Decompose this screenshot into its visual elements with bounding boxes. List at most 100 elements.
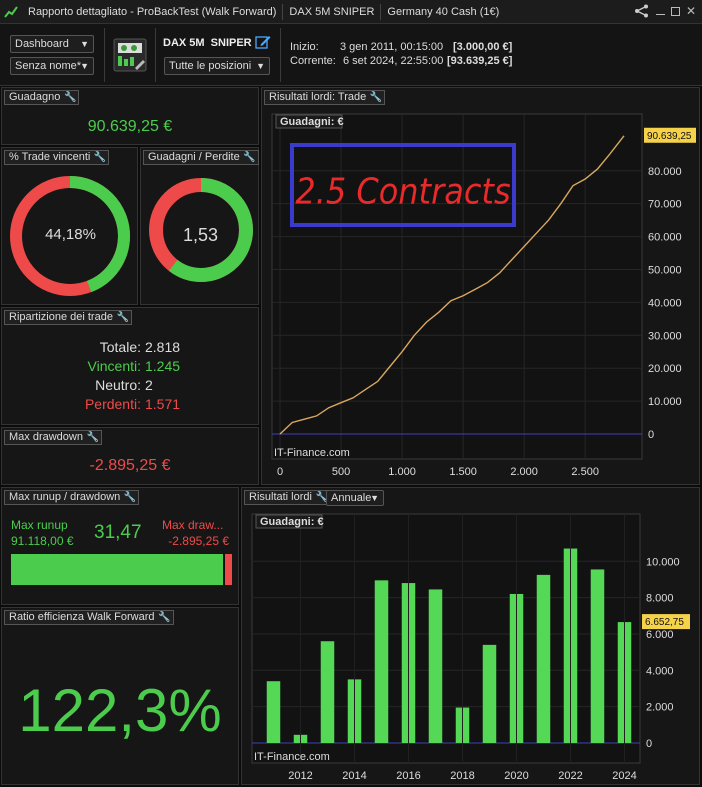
period-select[interactable]: Annuale ▼ — [326, 490, 384, 506]
instrument-label: DAX 5M SNIPER — [283, 3, 382, 20]
breakdown-neutral-label: Neutro: — [95, 377, 141, 393]
y-tick-label: 30.000 — [648, 330, 682, 342]
name-select[interactable]: Senza nome* ▼ — [10, 57, 94, 75]
start-date: 3 gen 2011, 00:15:00 — [340, 41, 444, 53]
x-tick-label: 2018 — [450, 770, 474, 782]
y-tick-label: 70.000 — [648, 199, 682, 211]
wrench-icon[interactable]: 🔧 — [93, 152, 107, 163]
chevron-down-icon: ▼ — [80, 61, 89, 71]
x-tick-label: 2.500 — [571, 466, 599, 478]
breakdown-total-value: 2.818 — [145, 339, 181, 355]
breakdown-loss-label: Perdenti: — [84, 396, 141, 412]
y-tick-label: 2.000 — [646, 702, 674, 714]
positions-select[interactable]: Tutte le posizioni ▼ — [164, 57, 270, 75]
win-pct-value: 44,18% — [45, 226, 96, 243]
runup-panel-header: Max runup / drawdown 🔧 — [4, 490, 140, 505]
runup-drawdown-bar — [11, 554, 232, 585]
bar-2019 — [482, 644, 497, 743]
strategy-name: DAX 5M SNIPER — [163, 37, 252, 49]
breakdown-panel-header: Ripartizione dei trade 🔧 — [4, 310, 132, 325]
breakdown-win-row: Vincenti: 1.245 — [2, 357, 258, 376]
max-drawdown-panel-title: Max drawdown — [9, 431, 83, 443]
x-tick-label: 2014 — [342, 770, 366, 782]
annual-results-panel-title: Risultati lordi — [249, 491, 312, 503]
positions-select-value: Tutte le posizioni — [169, 60, 252, 72]
window-title: Rapporto dettagliato - ProBackTest (Walk… — [22, 3, 284, 20]
gain-loss-value: 1,53 — [182, 225, 219, 245]
gain-loss-panel-header: Guadagni / Perdite 🔧 — [143, 150, 259, 165]
gain-panel-header: Guadagno 🔧 — [4, 90, 80, 105]
x-tick-label: 2022 — [558, 770, 582, 782]
drawdown-value: -2.895,25 € — [168, 534, 229, 548]
x-tick-label: 2016 — [396, 770, 420, 782]
chevron-down-icon: ▼ — [80, 39, 89, 49]
wrench-icon[interactable]: 🔧 — [243, 152, 256, 163]
y-tick-label: 10.000 — [646, 556, 680, 568]
annual-results-chart: 0 2.000 4.000 6.000 8.000 10.000 2012 2014 2016 2… — [251, 513, 690, 782]
wrench-icon[interactable]: 🔧 — [86, 432, 99, 443]
drawdown-label: Max draw... — [162, 518, 224, 532]
chart-series-label: Guadagni: € — [260, 516, 324, 528]
trade-results-panel: Risultati lordi: Trade 🔧 0 10.000 20.000 30… — [261, 87, 700, 485]
trade-results-chart: 0 10.000 20.000 30.000 40.000 50.000 60.000 70.… — [271, 113, 696, 478]
y-tick-label: 6.000 — [646, 629, 674, 641]
breakdown-total-row: Totale: 2.818 — [2, 338, 258, 357]
x-tick-label: 1.000 — [388, 466, 416, 478]
chart-series-label-box — [255, 514, 323, 529]
chart-series-label-box — [275, 114, 343, 129]
max-drawdown-panel: Max drawdown 🔧 -2.895,25 € — [1, 427, 259, 485]
wrench-icon[interactable]: 🔧 — [123, 492, 137, 503]
x-tick-label: 0 — [277, 466, 283, 478]
chart-plot-area — [251, 513, 641, 764]
strategy-settings-icon[interactable] — [113, 38, 147, 72]
annual-results-panel: Risultati lordi 🔧 Annuale ▼ 0 2.000 4.000 6… — [241, 487, 700, 785]
max-drawdown-panel-header: Max drawdown 🔧 — [4, 430, 102, 445]
breakdown-neutral-row: Neutro: 2 — [2, 376, 258, 395]
edit-icon[interactable] — [255, 34, 271, 50]
bar-2011 — [266, 681, 281, 743]
chevron-down-icon: ▼ — [256, 61, 265, 71]
chart-series-label: Guadagni: € — [280, 116, 344, 128]
last-value-label: 6.652,75 — [645, 617, 684, 628]
gain-loss-donut — [149, 178, 253, 282]
wrench-icon[interactable]: 🔧 — [158, 612, 171, 623]
gain-loss-panel: Guadagni / Perdite 🔧 1,53 — [140, 147, 259, 305]
wf-ratio-value: 122,3% — [18, 677, 222, 744]
bar-2017 — [428, 589, 443, 743]
x-tick-label: 500 — [332, 466, 350, 478]
x-tick-label: 1.500 — [449, 466, 477, 478]
view-select[interactable]: Dashboard ▼ — [10, 35, 94, 53]
breakdown-panel-title: Ripartizione dei trade — [9, 311, 113, 323]
bar-2023 — [590, 569, 605, 743]
runup-panel: Max runup / drawdown 🔧 Max runup 91.118,… — [1, 487, 239, 605]
gain-loss-panel-title: Guadagni / Perdite — [148, 151, 240, 163]
breakdown-total-label: Totale: — [99, 339, 141, 355]
wrench-icon[interactable]: 🔧 — [63, 92, 77, 103]
y-tick-label: 8.000 — [646, 593, 674, 605]
y-tick-label: 20.000 — [648, 363, 682, 375]
wrench-icon[interactable]: 🔧 — [116, 312, 129, 323]
start-label: Inizio: — [290, 41, 319, 53]
runup-bar-fill — [11, 554, 226, 585]
wrench-icon[interactable]: 🔧 — [369, 92, 383, 103]
y-tick-label: 50.000 — [648, 264, 682, 276]
last-value-tag — [644, 127, 696, 143]
wrench-icon[interactable]: 🔧 — [315, 492, 328, 503]
maximize-icon[interactable] — [670, 6, 680, 16]
breakdown-loss-value: 1.571 — [145, 396, 181, 412]
divider — [104, 28, 105, 82]
chart-watermark: IT-Finance.com — [254, 751, 330, 763]
wf-ratio-panel: Ratio efficienza Walk Forward 🔧 122,3% — [1, 607, 239, 785]
y-tick-label: 4.000 — [646, 665, 674, 677]
name-select-value: Senza nome* — [15, 60, 82, 72]
minimize-icon[interactable] — [655, 13, 665, 15]
x-tick-label: 2.000 — [510, 466, 538, 478]
chart-watermark: IT-Finance.com — [274, 447, 350, 459]
start-value: [3.000,00 €] — [453, 41, 513, 53]
breakdown-neutral-value: 2 — [145, 377, 153, 393]
bar-2021 — [536, 574, 551, 743]
equity-curve-line — [279, 135, 625, 435]
toolbar: Dashboard ▼ Senza nome* ▼ DAX 5M SNIPER … — [0, 24, 702, 86]
share-icon[interactable] — [634, 4, 650, 18]
close-icon[interactable]: ✕ — [685, 4, 696, 18]
